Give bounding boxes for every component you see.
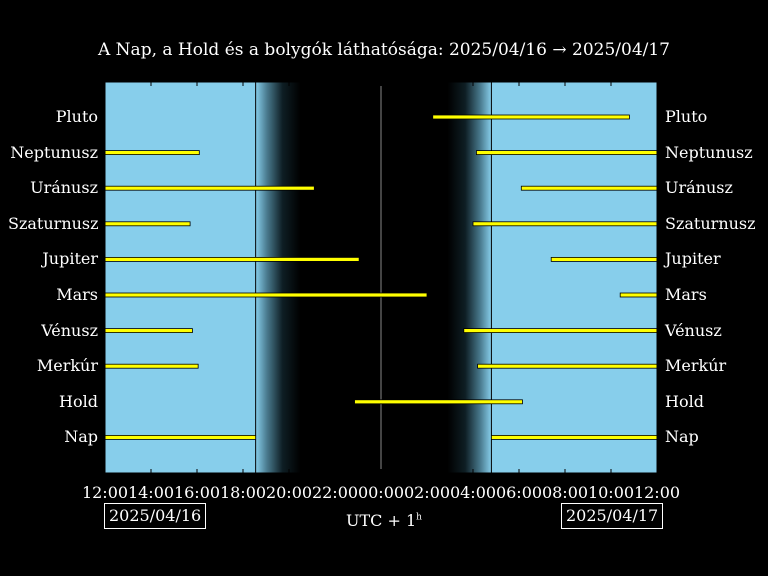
visibility-bar-6-0	[104, 328, 193, 334]
x-tick-label-6: 00:00	[357, 483, 405, 502]
row-label-right-9: Nap	[665, 427, 699, 447]
row-label-left-5: Mars	[56, 285, 98, 304]
row-label-right-2: Uránusz	[665, 178, 733, 198]
dawn-gradient	[447, 82, 492, 473]
x-tick-label-2: 16:00	[173, 483, 221, 502]
row-label-left-1: Neptunusz	[10, 142, 98, 162]
visibility-bar-9-0	[104, 434, 257, 440]
row-label-left-4: Jupiter	[42, 249, 98, 269]
visibility-bar-1-0	[104, 150, 200, 156]
x-tick-label-10: 08:00	[541, 483, 589, 502]
x-tick-label-12: 12:00	[633, 483, 681, 502]
x-tick-label-8: 04:00	[449, 483, 497, 502]
row-label-right-4: Jupiter	[665, 249, 721, 269]
x-tick-label-3: 18:00	[219, 483, 267, 502]
row-label-right-7: Merkúr	[665, 356, 727, 376]
night-region	[300, 82, 448, 473]
visibility-bar-6-1	[463, 328, 658, 334]
chart-title: A Nap, a Hold és a bolygók láthatósága: …	[98, 40, 670, 60]
visibility-bar-2-1	[520, 185, 658, 191]
x-tick-label-1: 14:00	[127, 483, 175, 502]
visibility-bar-0-0	[432, 114, 630, 120]
row-label-right-3: Szaturnusz	[665, 213, 756, 233]
row-label-right-5: Mars	[665, 285, 707, 304]
visibility-bar-3-1	[472, 221, 658, 227]
visibility-bar-7-1	[477, 363, 658, 369]
x-tick-label-4: 20:00	[265, 483, 313, 502]
date-right-box: 2025/04/17	[561, 503, 664, 529]
row-label-left-0: Pluto	[55, 107, 98, 126]
row-label-right-1: Neptunusz	[665, 142, 753, 162]
date-left-box: 2025/04/16	[104, 503, 207, 529]
timezone-label: UTC + 1h	[0, 511, 768, 530]
visibility-bar-5-1	[619, 292, 658, 298]
row-label-left-3: Szaturnusz	[8, 213, 99, 233]
x-tick-label-11: 10:00	[587, 483, 635, 502]
visibility-bar-8-0	[354, 399, 523, 405]
row-label-left-7: Merkúr	[36, 356, 98, 376]
visibility-bar-1-1	[476, 150, 658, 156]
timezone-sup: h	[416, 512, 422, 523]
row-label-left-2: Uránusz	[30, 178, 98, 198]
visibility-bar-2-0	[104, 185, 315, 191]
x-tick-label-7: 02:00	[403, 483, 451, 502]
visibility-bar-3-0	[104, 221, 191, 227]
dusk-gradient	[255, 82, 301, 473]
visibility-bar-7-0	[104, 363, 199, 369]
x-tick-label-9: 06:00	[495, 483, 543, 502]
row-label-right-0: Pluto	[665, 107, 708, 126]
daylight-evening	[105, 82, 256, 473]
visibility-bar-4-0	[104, 256, 360, 262]
timezone-text: UTC + 1	[346, 511, 417, 530]
x-tick-label-0: 12:00	[81, 483, 129, 502]
visibility-bar-5-0	[104, 292, 428, 298]
x-tick-label-5: 22:00	[311, 483, 359, 502]
visibility-bar-4-1	[550, 256, 658, 262]
visibility-bar-9-1	[490, 434, 658, 440]
row-label-right-6: Vénusz	[665, 320, 722, 340]
row-label-right-8: Hold	[665, 391, 704, 411]
row-label-left-8: Hold	[59, 391, 98, 411]
daylight-morning	[491, 82, 657, 473]
row-label-left-6: Vénusz	[41, 320, 98, 340]
row-label-left-9: Nap	[64, 427, 98, 447]
